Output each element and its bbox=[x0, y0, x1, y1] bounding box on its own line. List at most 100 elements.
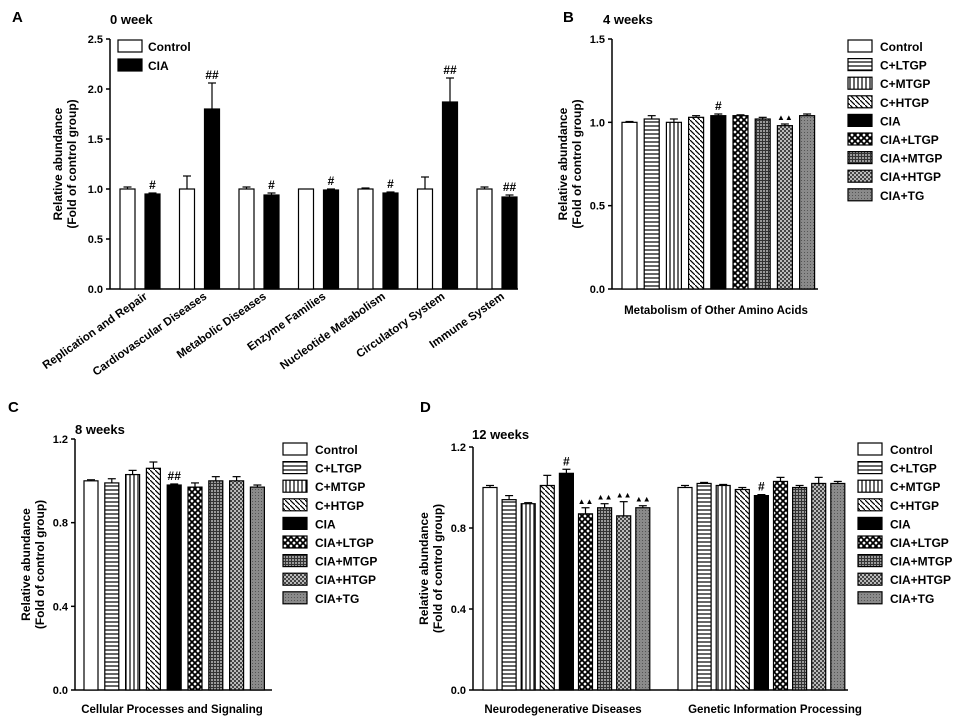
bar-cia-htgp bbox=[229, 480, 245, 691]
x-category-label: Neurodegenerative Diseases bbox=[484, 704, 641, 716]
bar-cia bbox=[166, 484, 182, 691]
x-category-label: Replication and Repair bbox=[41, 290, 150, 372]
bar-c-mtgp bbox=[665, 121, 683, 290]
y-tick-label: 1.5 bbox=[590, 34, 605, 46]
x-category-label: Cardiovascular Diseases bbox=[91, 291, 209, 379]
legend-label: CIA bbox=[880, 114, 901, 128]
bar-control bbox=[178, 188, 196, 290]
bar-cia bbox=[322, 189, 340, 290]
significance-hash: # bbox=[328, 174, 335, 188]
y-tick-label: 1.2 bbox=[53, 434, 68, 446]
panel-c: C 8 weeks 0.0 0.4 0.8 1.2 Relative abundance(F… bbox=[8, 399, 377, 716]
legend-label: CIA bbox=[315, 517, 336, 531]
bar-control bbox=[677, 486, 693, 691]
legend-swatch bbox=[847, 113, 873, 128]
legend-swatch bbox=[847, 151, 873, 165]
y-axis-label: Relative abundance(Fold of control group… bbox=[417, 504, 445, 633]
y-axis-label-line: Relative abundance bbox=[417, 512, 431, 625]
legend-swatch bbox=[282, 553, 308, 568]
legend-label: CIA+LTGP bbox=[890, 536, 949, 550]
chart-title: 4 weeks bbox=[603, 12, 653, 27]
legend-label: C+LTGP bbox=[890, 462, 937, 476]
legend-label: CIA+LTGP bbox=[315, 536, 374, 550]
significance-triangles: ▲▲ bbox=[635, 495, 651, 504]
bar-cia bbox=[441, 101, 459, 290]
significance-hash: # bbox=[268, 178, 275, 192]
bar-control bbox=[416, 188, 434, 290]
legend-label: C+HTGP bbox=[890, 499, 939, 513]
bar-cia bbox=[263, 194, 280, 290]
y-tick-label: 0.8 bbox=[53, 518, 68, 530]
panel-letter: C bbox=[8, 399, 19, 416]
bar-control bbox=[238, 188, 255, 290]
y-tick-label: 2.5 bbox=[88, 34, 103, 46]
legend-label: Control bbox=[880, 40, 923, 54]
significance-hash: # bbox=[563, 454, 570, 468]
bar-control bbox=[83, 480, 99, 691]
significance-hash: # bbox=[758, 480, 765, 494]
legend-label: CIA+TG bbox=[890, 592, 934, 606]
legend-label: CIA bbox=[148, 59, 169, 73]
bar-cia-ltgp bbox=[187, 486, 203, 691]
significance-hash: # bbox=[149, 178, 156, 192]
bar-cia-ltgp bbox=[577, 513, 594, 691]
bar-cia bbox=[144, 193, 161, 290]
legend-swatch bbox=[282, 442, 308, 456]
legend-swatch bbox=[857, 591, 883, 605]
bar-control bbox=[621, 121, 638, 290]
legend-swatch bbox=[282, 591, 308, 605]
panel-letter: A bbox=[12, 9, 23, 26]
bar-control bbox=[119, 188, 136, 290]
legend-swatch bbox=[847, 132, 873, 146]
bar-cia bbox=[710, 115, 727, 290]
bar-c-mtgp bbox=[520, 503, 536, 691]
bar-cia-mtgp bbox=[791, 486, 808, 691]
y-axis-label: Relative abundance(Fold of control group… bbox=[51, 99, 79, 228]
legend-swatch bbox=[847, 95, 873, 109]
x-category-label: Metabolism of Other Amino Acids bbox=[624, 305, 808, 317]
bar-cia-htgp bbox=[811, 482, 827, 691]
bar-cia-mtgp bbox=[208, 480, 224, 691]
significance-hash: # bbox=[387, 177, 394, 191]
significance-hash: ## bbox=[205, 68, 219, 82]
y-tick-label: 0.0 bbox=[53, 685, 68, 697]
bar-c-htgp bbox=[539, 484, 555, 691]
legend-swatch bbox=[857, 572, 883, 586]
bar-cia-htgp bbox=[616, 515, 632, 691]
y-axis-label-line: Relative abundance bbox=[19, 508, 33, 621]
significance-triangles: ▲▲ bbox=[616, 491, 632, 500]
y-axis-label-line: Relative abundance bbox=[556, 107, 570, 220]
bar-cia-ltgp bbox=[732, 115, 749, 290]
significance-triangles: ▲▲ bbox=[578, 497, 594, 506]
bar-c-ltgp bbox=[643, 118, 660, 290]
bar-cia-tg bbox=[249, 486, 265, 691]
y-axis-label-line: (Fold of control group) bbox=[431, 504, 445, 633]
significance-triangles: ▲▲ bbox=[597, 493, 613, 502]
legend-swatch bbox=[847, 169, 873, 183]
bar-cia-mtgp bbox=[754, 118, 771, 290]
legend-label: C+LTGP bbox=[315, 462, 362, 476]
legend-label: CIA+HTGP bbox=[315, 573, 376, 587]
legend-swatch bbox=[857, 553, 883, 568]
bar-c-htgp bbox=[145, 467, 161, 691]
legend-swatch bbox=[282, 535, 308, 549]
legend-label: C+HTGP bbox=[880, 96, 929, 110]
legend-label: CIA+MTGP bbox=[890, 555, 952, 569]
legend-label: CIA+MTGP bbox=[315, 555, 377, 569]
y-tick-label: 0.0 bbox=[590, 284, 605, 296]
y-axis-label: Relative abundance(Fold of control group… bbox=[556, 99, 584, 228]
bar-control bbox=[482, 486, 498, 691]
bar-c-mtgp bbox=[715, 484, 731, 691]
legend-swatch bbox=[847, 57, 873, 72]
bar-cia-htgp bbox=[776, 125, 794, 290]
bar-cia-tg bbox=[635, 507, 651, 691]
legend-label: CIA+TG bbox=[880, 189, 924, 203]
legend-label: CIA+HTGP bbox=[880, 170, 941, 184]
bar-c-mtgp bbox=[124, 473, 141, 691]
bar-control bbox=[297, 188, 315, 290]
legend-swatch bbox=[857, 442, 883, 456]
bar-cia bbox=[753, 495, 770, 691]
bar-cia-mtgp bbox=[596, 507, 613, 691]
x-category-label: Nucleotide Metabolism bbox=[278, 291, 387, 373]
